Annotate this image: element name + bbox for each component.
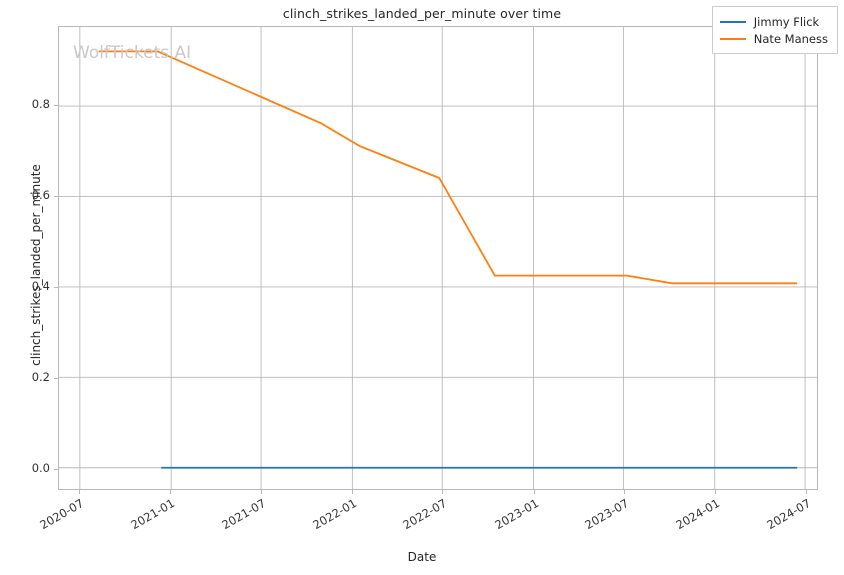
x-tick-label: 2020-07 — [37, 495, 86, 533]
x-tick-label: 2021-01 — [128, 495, 178, 533]
y-tick-mark — [54, 287, 58, 289]
series-lines — [98, 50, 798, 469]
legend-color-swatch — [719, 37, 746, 40]
x-tick-label: 2024-07 — [764, 495, 814, 533]
x-tick-mark — [623, 490, 625, 494]
chart-title: clinch_strikes_landed_per_minute over ti… — [282, 6, 562, 21]
x-tick-mark — [170, 490, 172, 494]
x-tick-mark — [806, 490, 808, 494]
x-tick-label: 2023-01 — [492, 495, 541, 533]
x-axis-label: Date — [407, 550, 437, 564]
x-tick-mark — [352, 490, 354, 494]
plot-area: WolfTickets.AI — [58, 26, 818, 490]
x-tick-label: 2024-01 — [673, 495, 723, 533]
y-tick-mark — [54, 105, 58, 107]
legend-item[interactable]: Jimmy Flick — [719, 13, 828, 30]
x-tick-mark — [715, 490, 717, 494]
y-tick-mark — [54, 377, 58, 379]
x-tick-label: 2023-07 — [582, 495, 631, 533]
y-tick-mark — [54, 468, 58, 470]
x-tick-mark — [260, 490, 262, 494]
legend-color-swatch — [719, 20, 746, 23]
x-tick-label: 2022-01 — [310, 495, 360, 533]
grid-lines — [59, 27, 817, 489]
x-tick-mark — [442, 490, 444, 494]
legend-item-label: Jimmy Flick — [753, 14, 820, 29]
y-tick-mark — [54, 196, 58, 198]
legend-item-label: Nate Maness — [753, 31, 828, 46]
x-tick-mark — [533, 490, 535, 494]
legend-item[interactable]: Nate Maness — [719, 30, 828, 47]
x-tick-mark — [78, 490, 80, 494]
series-line — [98, 50, 798, 285]
x-tick-label: 2021-07 — [218, 495, 268, 533]
x-tick-label: 2022-07 — [400, 495, 450, 533]
chart-legend: Jimmy Flick Nate Maness — [711, 6, 838, 54]
